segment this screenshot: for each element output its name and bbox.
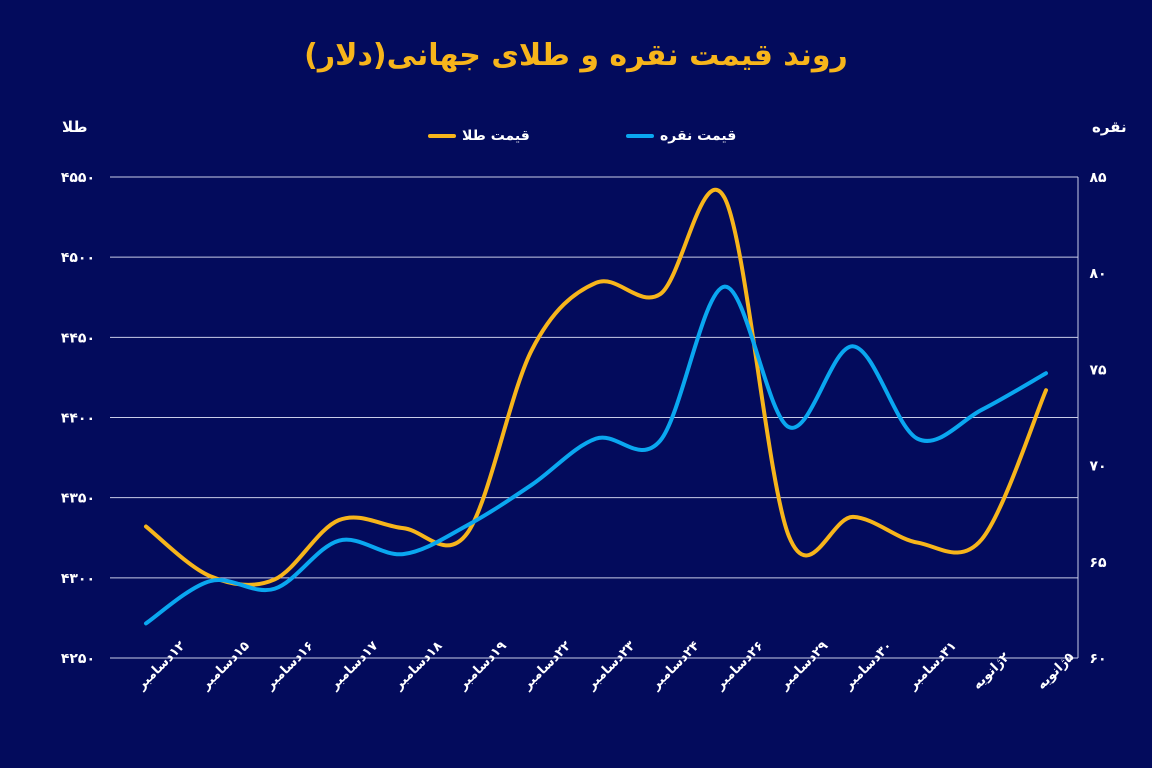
legend-swatch-silver xyxy=(626,134,654,138)
right-axis-title: نقره xyxy=(1092,118,1127,136)
x-tick-label: ۳۰دسامبر xyxy=(841,639,896,694)
left-tick-label: ۴۴۵۰ xyxy=(61,330,95,346)
gold-price-line xyxy=(144,187,1048,587)
x-tick-label: ۱۷دسامبر xyxy=(326,639,381,694)
left-tick-label: ۴۴۰۰ xyxy=(61,411,95,427)
left-tick-label: ۴۵۰۰ xyxy=(61,250,95,266)
x-tick-label: ۲۳دسامبر xyxy=(584,639,639,694)
legend-label-silver: قیمت نقره xyxy=(660,128,737,144)
x-tick-label: ۱۹دسامبر xyxy=(455,639,510,694)
x-tick-label: ۲۴دسامبر xyxy=(648,639,703,694)
silver-price-line xyxy=(144,284,1048,626)
left-tick-label: ۴۵۵۰ xyxy=(61,170,95,186)
x-tick-label: ۲۲دسامبر xyxy=(519,639,574,694)
x-tick-label: ۱۵دسامبر xyxy=(198,639,253,694)
chart-title: روند قیمت نقره و طلای جهانی(دلار) xyxy=(304,38,848,73)
left-tick-label: ۴۲۵۰ xyxy=(61,651,95,667)
left-tick-label: ۴۳۰۰ xyxy=(61,571,95,587)
x-tick-label: ۲۹دسامبر xyxy=(776,639,831,694)
right-tick-label: ۷۵ xyxy=(1089,362,1107,378)
right-tick-label: ۷۰ xyxy=(1089,459,1106,475)
legend-label-gold: قیمت طلا xyxy=(462,128,530,144)
right-tick-label: ۸۰ xyxy=(1089,266,1106,282)
x-tick-label: ۱۶دسامبر xyxy=(262,639,317,694)
x-tick-label: ۲۶دسامبر xyxy=(712,639,767,694)
x-tick-label: ۳۱دسامبر xyxy=(905,639,960,694)
left-tick-label: ۴۳۵۰ xyxy=(61,491,95,507)
x-tick-label: ۵ژانویه xyxy=(1034,650,1077,693)
x-tick-label: ۱۲دسامبر xyxy=(134,639,189,694)
x-tick-label: ۲ژانویه xyxy=(970,650,1013,693)
x-tick-label: ۱۸دسامبر xyxy=(391,639,446,694)
legend-item-silver: قیمت نقره xyxy=(626,128,736,144)
left-axis-title: طلا xyxy=(62,118,88,136)
legend-item-gold: قیمت طلا xyxy=(428,128,530,144)
right-tick-label: ۶۵ xyxy=(1089,555,1107,571)
right-tick-label: ۸۵ xyxy=(1089,170,1107,186)
legend-swatch-gold xyxy=(428,134,456,138)
right-tick-label: ۶۰ xyxy=(1089,651,1106,667)
